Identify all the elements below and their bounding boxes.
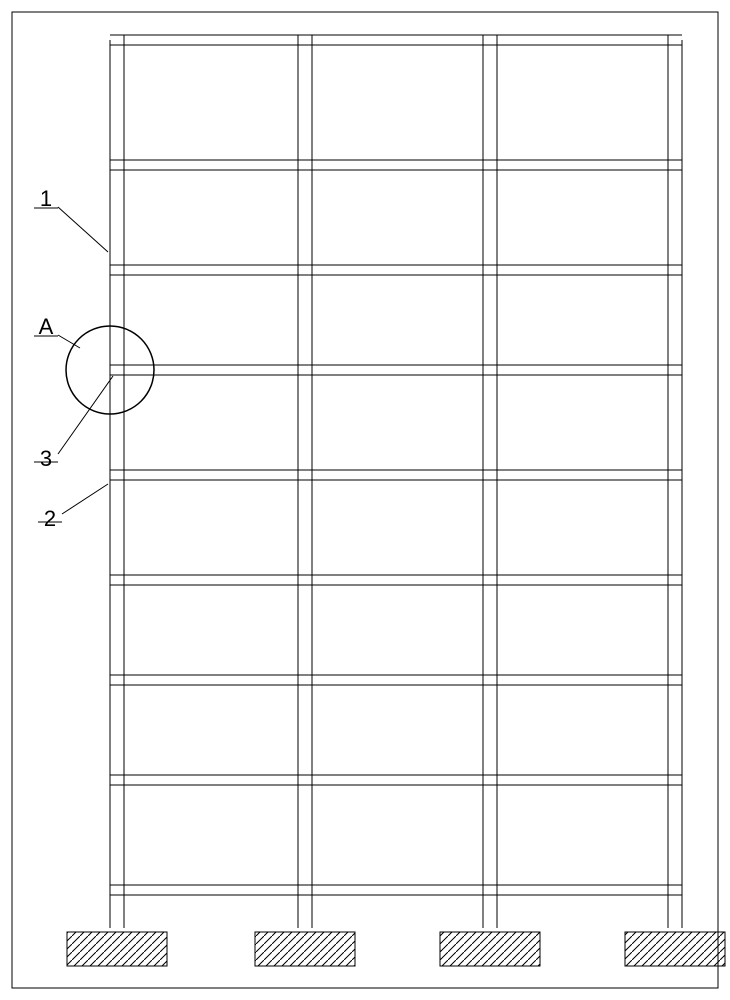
page-border	[12, 12, 718, 988]
column-bases	[67, 932, 725, 966]
label-2-leader	[62, 484, 108, 514]
annotations: 1 A 3 2	[34, 186, 113, 531]
beams	[124, 35, 668, 895]
label-2: 2	[44, 506, 56, 531]
label-3: 3	[40, 446, 52, 471]
label-A: A	[39, 314, 54, 339]
label-3-leader	[58, 376, 113, 454]
label-1-leader	[58, 207, 108, 252]
label-1: 1	[40, 186, 52, 211]
columns	[110, 35, 682, 928]
